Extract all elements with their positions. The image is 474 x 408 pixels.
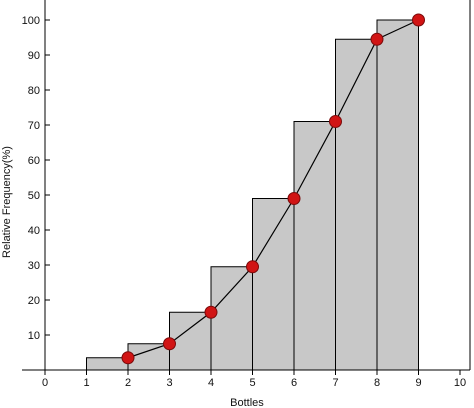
- x-tick-label-0: 0: [42, 377, 48, 389]
- bar-6: [293, 121, 336, 371]
- x-axis-label: Bottles: [230, 397, 264, 408]
- cumulative-line: [127, 19, 419, 359]
- bar-3: [169, 311, 212, 371]
- data-point-7: [329, 115, 342, 128]
- y-tick-label-100: 100: [22, 15, 40, 27]
- ticks-layer: 0 1 2 3 4 5 6 7 8 9 10 10 20 30 40 50 60 70 80 90 100: [22, 15, 466, 389]
- y-tick-label-50: 50: [28, 190, 40, 202]
- y-tick-label-10: 10: [28, 330, 40, 342]
- axes-layer: [22, 0, 471, 371]
- x-tick-label-10: 10: [454, 377, 466, 389]
- data-point-9: [412, 13, 425, 27]
- y-tick-label-90: 90: [28, 50, 40, 62]
- bars-layer: [86, 19, 419, 371]
- bar-8: [376, 19, 419, 371]
- data-point-6: [287, 192, 301, 205]
- y-axis-label: Relative Frequency(%): [1, 146, 13, 258]
- data-point-8: [370, 32, 384, 46]
- y-tick-label-20: 20: [28, 295, 40, 307]
- data-point-2: [121, 351, 135, 365]
- x-tick-label-8: 8: [374, 377, 380, 389]
- x-tick-label-9: 9: [415, 377, 421, 389]
- x-tick-label-5: 5: [249, 377, 255, 389]
- x-tick-label-3: 3: [166, 377, 172, 389]
- x-tick-label-2: 2: [125, 377, 131, 389]
- data-point-5: [246, 260, 259, 274]
- bar-4: [210, 266, 253, 371]
- line-layer: [121, 13, 425, 365]
- bar-2: [127, 343, 170, 371]
- bar-7: [335, 38, 378, 371]
- y-tick-label-40: 40: [28, 225, 40, 237]
- x-tick-label-7: 7: [332, 377, 338, 389]
- x-tick-label-4: 4: [208, 377, 214, 389]
- y-tick-label-30: 30: [28, 260, 40, 272]
- data-point-4: [204, 305, 218, 319]
- y-tick-label-80: 80: [28, 85, 40, 97]
- x-tick-label-6: 6: [291, 377, 297, 389]
- data-point-3: [163, 337, 176, 351]
- x-tick-label-1: 1: [83, 377, 89, 389]
- bar-5: [252, 198, 295, 371]
- y-tick-label-60: 60: [28, 155, 40, 167]
- y-tick-label-70: 70: [28, 120, 40, 132]
